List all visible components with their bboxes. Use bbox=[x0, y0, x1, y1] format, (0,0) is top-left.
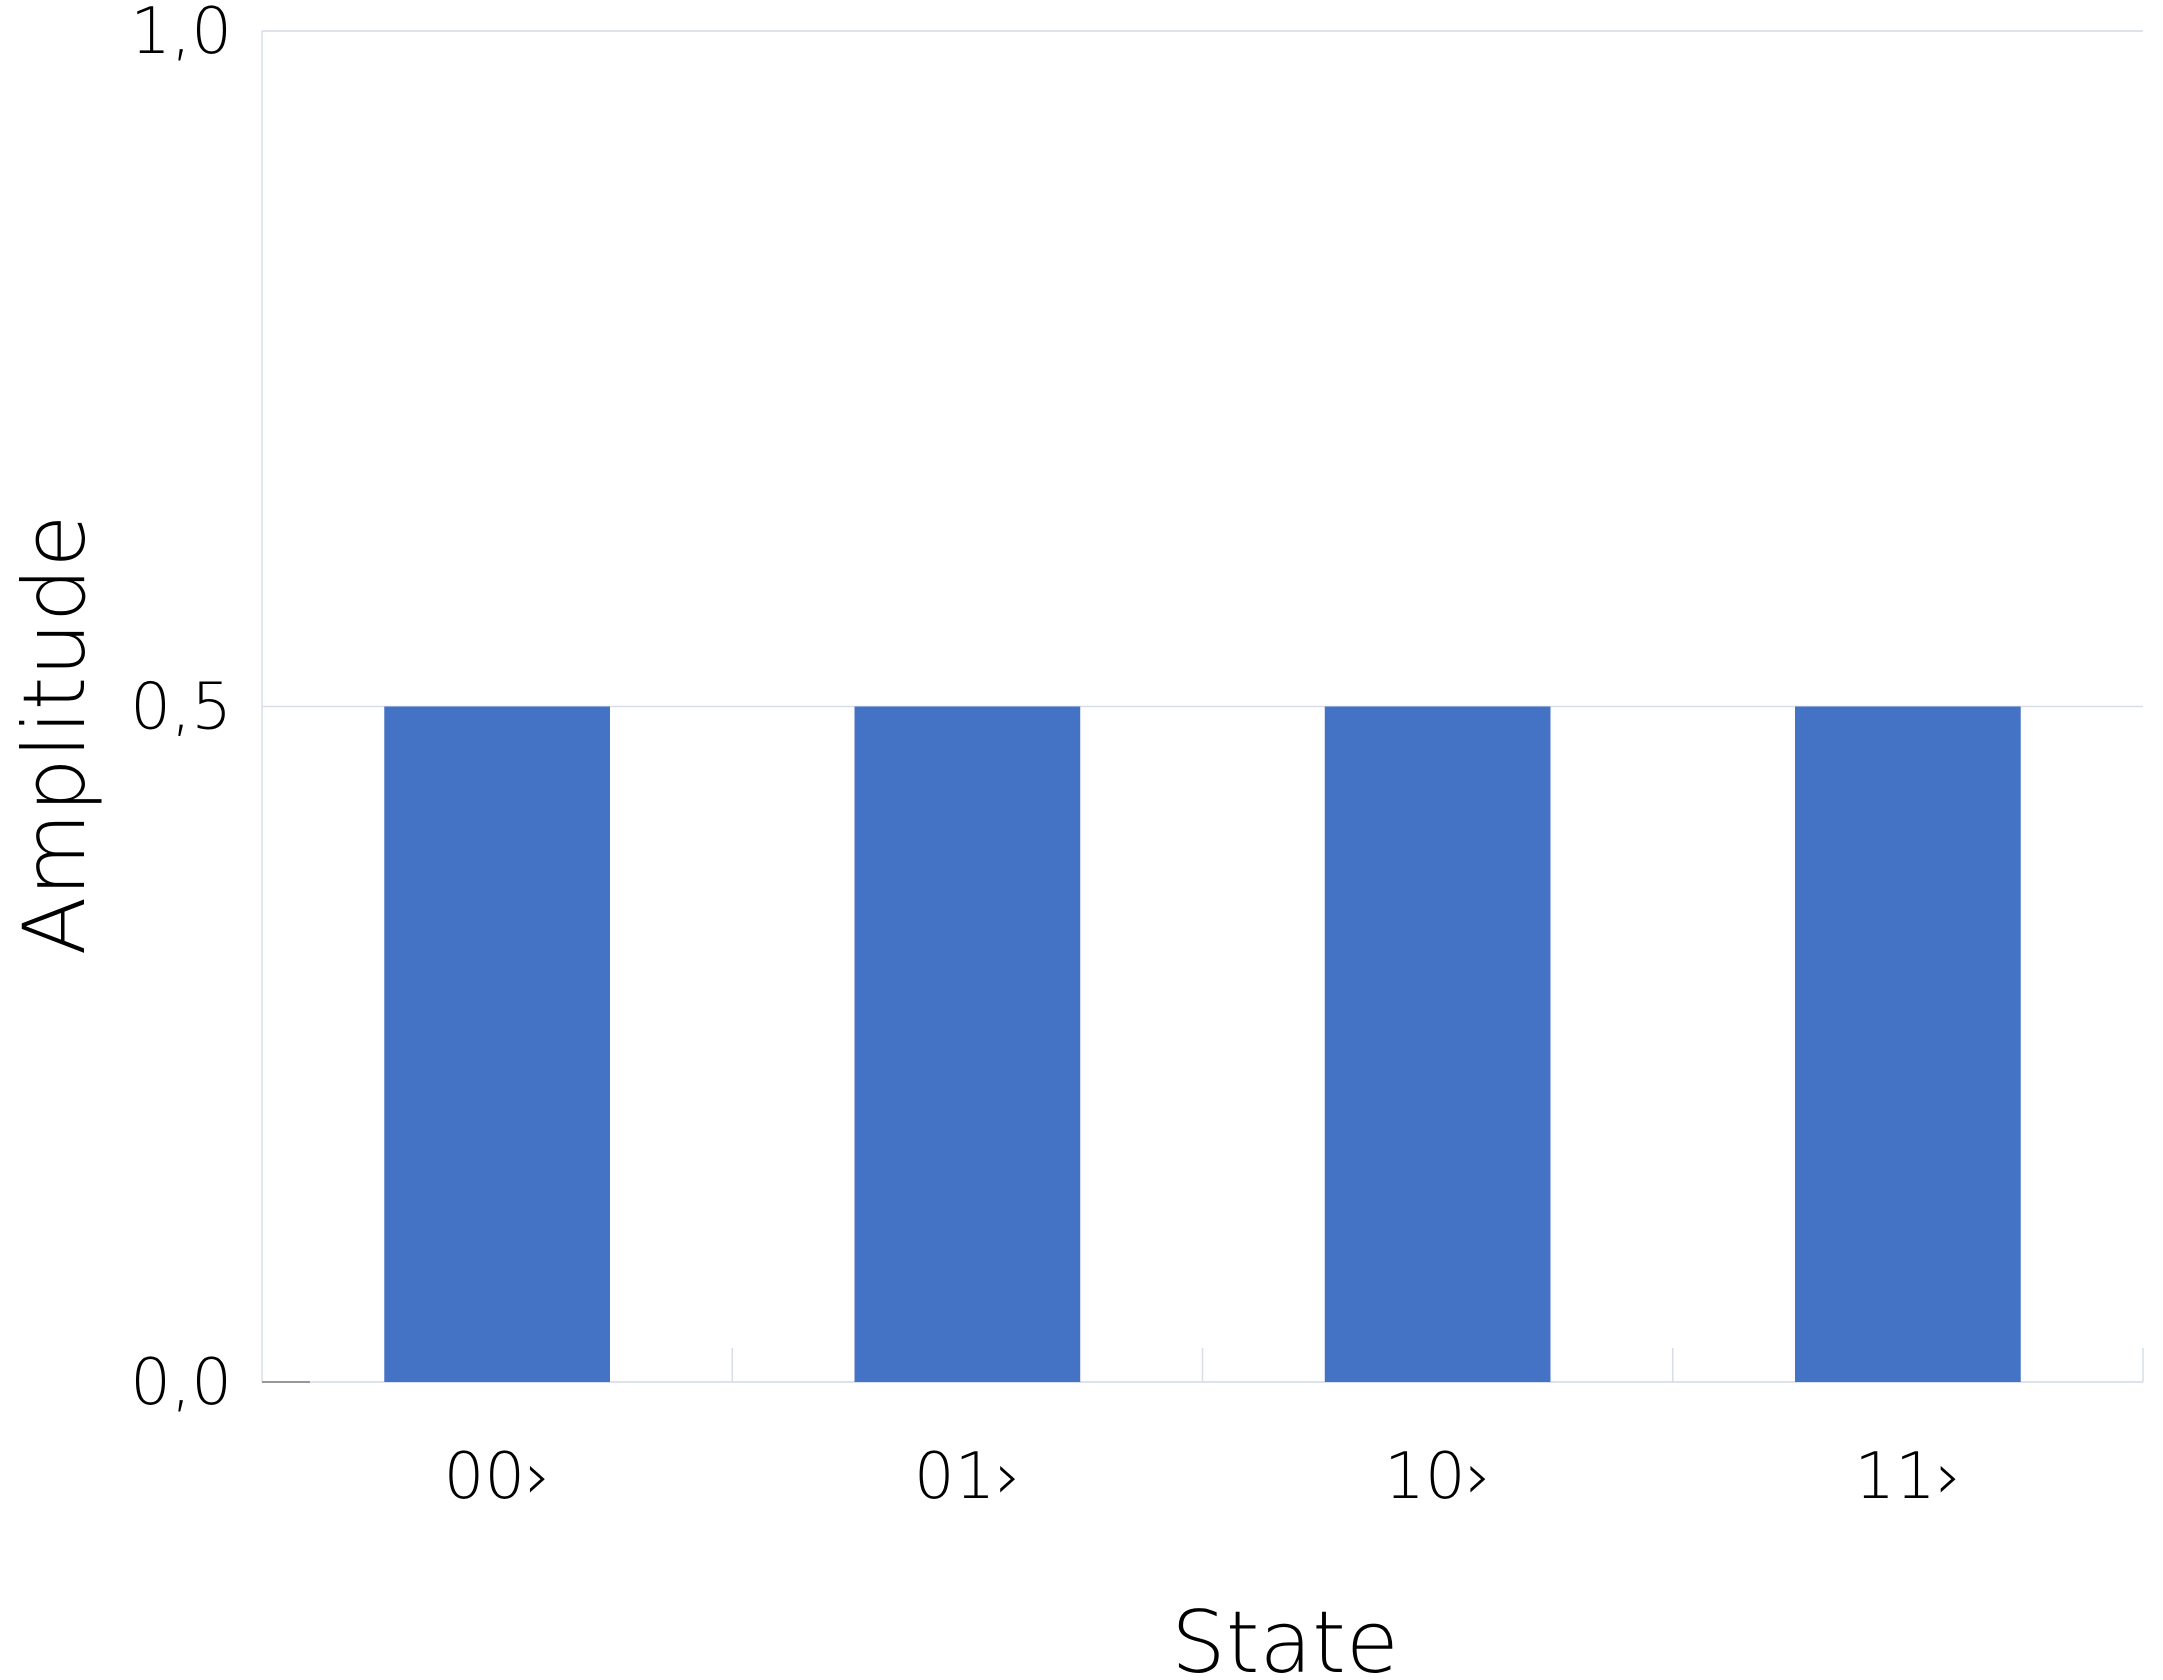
x-axis-label: State bbox=[1171, 1593, 1399, 1680]
y-tick-label: 1,0 bbox=[130, 0, 232, 69]
x-tick-label: 01› bbox=[914, 1440, 1021, 1514]
x-tick-label: 10› bbox=[1384, 1440, 1491, 1514]
bar bbox=[854, 706, 1081, 1382]
x-tick-labels: 00› 01› 10› 11› bbox=[444, 1440, 1962, 1514]
y-axis-label: Amplitude bbox=[5, 515, 105, 956]
bars bbox=[384, 706, 2021, 1382]
x-tick-label: 11› bbox=[1854, 1440, 1961, 1514]
bar bbox=[1795, 706, 2021, 1382]
y-tick-label: 0,5 bbox=[130, 671, 232, 745]
y-tick-labels: 0,0 0,5 1,0 bbox=[130, 0, 232, 1420]
bar bbox=[384, 706, 610, 1382]
bar bbox=[1324, 706, 1551, 1382]
y-tick-label: 0,0 bbox=[130, 1346, 232, 1420]
x-tick-label: 00› bbox=[444, 1440, 551, 1514]
